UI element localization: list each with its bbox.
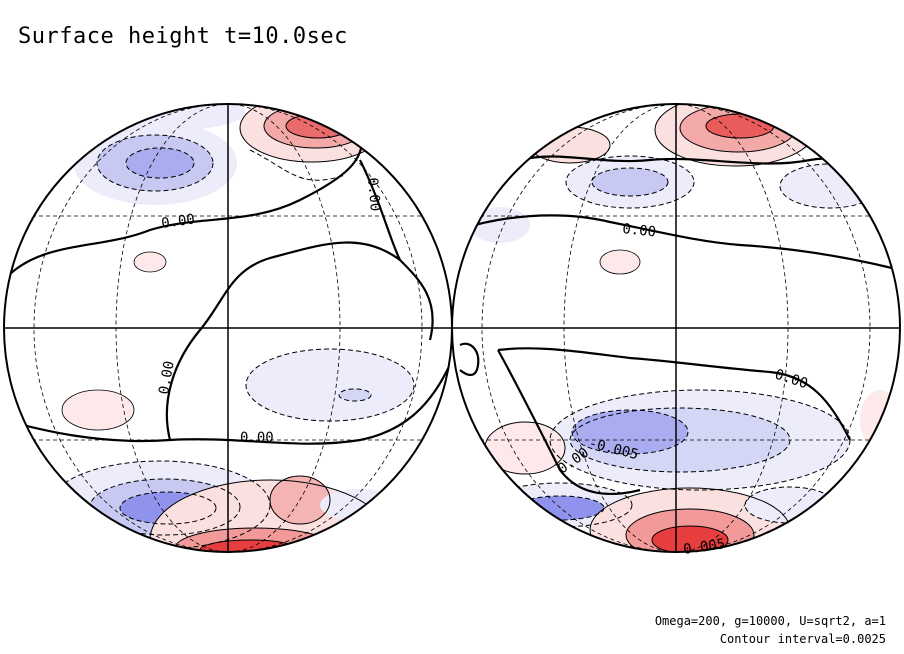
left-hemisphere: 0.00 0.00 0.00 0.00 (3, 103, 453, 553)
left-neg-contour (119, 491, 217, 525)
right-label-pos-005: 0.005 (682, 536, 726, 558)
right-neg-contour (591, 167, 669, 197)
left-axes (4, 104, 452, 552)
left-neg-center-l1 (246, 349, 414, 421)
left-neg-contour (338, 388, 372, 402)
right-zero-contour (497, 347, 851, 441)
left-zero-contour (4, 359, 452, 445)
right-pos-bottom-l3 (652, 526, 728, 552)
left-neg-contour (96, 134, 214, 192)
left-pos-small-lower (61, 389, 135, 431)
left-zero-contours (4, 129, 452, 445)
left-neg-bottom-right (320, 489, 400, 521)
left-zero-contour (359, 159, 401, 261)
left-neg-contour (125, 147, 195, 179)
left-neg-top-strip (105, 104, 245, 130)
left-zero-contour (4, 129, 363, 281)
right-zero-contour (497, 349, 641, 495)
left-neg-center-l2 (339, 389, 371, 401)
right-neg-center-l3 (572, 410, 688, 454)
left-label-zero-1: 0.00 (160, 211, 196, 232)
right-neg-upper-l2 (592, 168, 668, 196)
left-neg-upper-l3 (126, 148, 194, 178)
left-pos-small-upper (133, 251, 167, 273)
left-pos-contour (269, 475, 331, 525)
right-axes (452, 104, 900, 552)
left-zero-contour (165, 241, 434, 441)
right-neg-contour (571, 409, 689, 455)
left-neg-contour (249, 149, 346, 181)
left-label-zero-3: 0.00 (156, 360, 178, 396)
left-label-zero-2: 0.00 (364, 177, 383, 212)
right-pos-contour (625, 508, 755, 552)
right-neg-contour (487, 482, 633, 528)
right-pos-contour (651, 525, 729, 552)
right-zero-contour (459, 342, 480, 377)
right-pos-small-upper (599, 249, 641, 275)
model-parameters: Omega=200, g=10000, U=sqrt2, a=1 (654, 614, 886, 628)
right-pos-lower-left (485, 422, 565, 474)
chart-title: Surface height t=10.0sec (18, 24, 348, 49)
contour-interval: Contour interval=0.0025 (719, 632, 886, 646)
left-label-zero-4: 0.00 (240, 430, 274, 446)
right-label-zero-1: 0.00 (622, 221, 657, 240)
right-hemisphere: 0.00 0.00 -0.005 0.00 0.005 (451, 103, 901, 558)
right-globe-outline (451, 103, 901, 553)
right-neg-contour (565, 155, 695, 209)
right-zero-contour (452, 214, 900, 272)
